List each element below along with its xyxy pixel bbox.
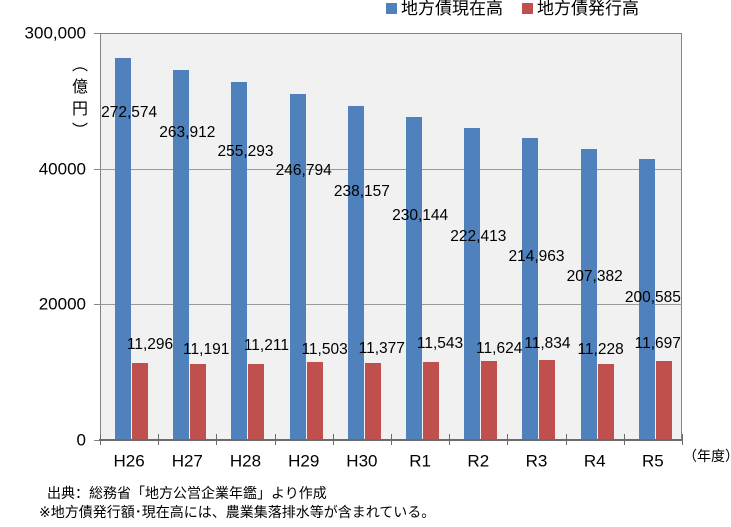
legend-swatch-blue-icon bbox=[386, 3, 397, 14]
bar-hakkoudaka bbox=[597, 363, 614, 440]
footnote: ※地方債発行額･現在高には、農業集落排水等が含まれている。 bbox=[39, 504, 436, 520]
y-axis-tick-label: 40000 bbox=[38, 159, 86, 179]
bar-genzaidaka bbox=[638, 158, 655, 440]
x-axis-tick bbox=[507, 434, 509, 445]
data-label-genzaidaka: 263,912 bbox=[159, 124, 216, 141]
bar-hakkoudaka bbox=[306, 362, 323, 440]
x-axis-tick bbox=[332, 434, 334, 445]
data-label-genzaidaka: 200,585 bbox=[624, 289, 681, 306]
x-axis-tick bbox=[158, 434, 160, 445]
data-label-genzaidaka: 255,293 bbox=[217, 143, 274, 160]
bar-genzaidaka bbox=[289, 93, 306, 440]
x-axis-category-label: R3 bbox=[525, 451, 548, 471]
data-label-genzaidaka: 246,794 bbox=[275, 162, 332, 179]
x-axis-category-label: R4 bbox=[583, 451, 606, 471]
legend-item-genzaidaka: 地方債現在高 bbox=[386, 0, 503, 18]
bar-genzaidaka bbox=[347, 105, 364, 440]
data-label-hakkoudaka: 11,503 bbox=[301, 341, 348, 358]
data-label-genzaidaka: 272,574 bbox=[101, 104, 158, 121]
y-axis-tick bbox=[94, 440, 100, 441]
x-axis-category-label: H26 bbox=[113, 451, 145, 471]
data-label-hakkoudaka: 11,834 bbox=[524, 334, 571, 352]
bar-hakkoudaka bbox=[132, 363, 148, 440]
data-label-hakkoudaka: 11,377 bbox=[358, 339, 405, 357]
x-axis-tick bbox=[100, 434, 101, 445]
bar-genzaidaka bbox=[115, 57, 131, 440]
y-axis-tick-label: 20000 bbox=[38, 294, 86, 314]
x-axis-tick bbox=[274, 434, 276, 445]
data-label-genzaidaka: 230,144 bbox=[392, 207, 449, 224]
data-label-hakkoudaka: 11,543 bbox=[416, 334, 464, 352]
data-label-hakkoudaka: 11,191 bbox=[183, 341, 230, 359]
y-axis-tick bbox=[94, 169, 100, 170]
bar-hakkoudaka bbox=[423, 361, 439, 440]
bar-genzaidaka bbox=[522, 138, 539, 440]
gridline bbox=[100, 304, 682, 306]
data-label-genzaidaka: 207,382 bbox=[566, 268, 623, 285]
x-axis-tick bbox=[682, 434, 683, 445]
bar-genzaidaka bbox=[173, 69, 190, 440]
data-label-hakkoudaka: 11,296 bbox=[126, 336, 174, 354]
x-axis-category-label: H29 bbox=[288, 451, 320, 471]
x-axis-category-label: R1 bbox=[409, 451, 431, 471]
x-axis-tick bbox=[449, 434, 451, 445]
bar-hakkoudaka bbox=[539, 359, 556, 440]
x-axis-category-label: R2 bbox=[467, 451, 490, 471]
x-axis-unit-label: （年度） bbox=[683, 448, 731, 464]
data-label-genzaidaka: 222,413 bbox=[450, 228, 507, 245]
bar-genzaidaka bbox=[406, 117, 422, 440]
bar-hakkoudaka bbox=[481, 361, 498, 440]
x-axis-category-label: R5 bbox=[642, 451, 664, 471]
legend-label: 地方債現在高 bbox=[401, 0, 503, 18]
gridline bbox=[100, 168, 682, 170]
x-axis-category-label: H30 bbox=[346, 451, 378, 471]
y-axis-title: （億円） bbox=[69, 56, 86, 144]
y-axis-tick-label: 300,000 bbox=[24, 23, 86, 43]
bar-hakkoudaka bbox=[248, 364, 265, 440]
x-axis-tick bbox=[623, 434, 625, 445]
bar-hakkoudaka bbox=[364, 362, 381, 440]
source-note: 出典：総務省「地方公営企業年鑑」より作成 bbox=[47, 485, 327, 501]
data-label-genzaidaka: 238,157 bbox=[333, 183, 390, 200]
data-label-hakkoudaka: 11,228 bbox=[577, 340, 624, 358]
x-axis-category-label: H28 bbox=[229, 451, 262, 471]
data-label-hakkoudaka: 11,624 bbox=[476, 340, 523, 358]
bar-hakkoudaka bbox=[655, 360, 672, 440]
legend-item-hakkoudaka: 地方債発行高 bbox=[522, 0, 639, 18]
data-label-genzaidaka: 214,963 bbox=[508, 248, 565, 265]
legend-label: 地方債発行高 bbox=[537, 0, 639, 18]
data-label-hakkoudaka: 11,697 bbox=[634, 334, 681, 352]
bar-hakkoudaka bbox=[190, 364, 207, 440]
x-axis-tick bbox=[565, 434, 567, 445]
y-axis-tick-label: 0 bbox=[76, 430, 86, 450]
y-axis-tick bbox=[94, 33, 100, 34]
legend: 地方債現在高 地方債発行高 bbox=[386, 0, 639, 18]
legend-swatch-red-icon bbox=[522, 3, 533, 14]
data-label-hakkoudaka: 11,211 bbox=[243, 337, 289, 354]
x-axis-tick bbox=[391, 434, 392, 445]
bar-genzaidaka bbox=[464, 127, 481, 440]
x-axis-tick bbox=[216, 434, 218, 445]
x-axis-category-label: H27 bbox=[171, 451, 203, 471]
bar-genzaidaka bbox=[580, 149, 597, 440]
bar-genzaidaka bbox=[231, 81, 248, 440]
y-axis-tick bbox=[94, 304, 100, 305]
